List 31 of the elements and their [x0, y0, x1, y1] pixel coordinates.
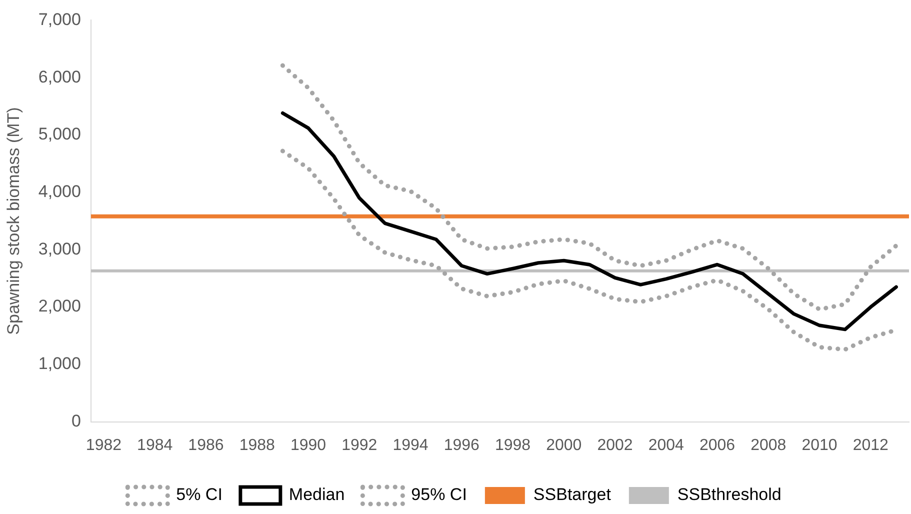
x-tick-label: 1982	[86, 436, 122, 454]
x-tick-label: 1988	[239, 436, 276, 454]
legend-label: SSBthreshold	[677, 485, 782, 504]
y-axis-title: Spawning stock biomass (MT)	[4, 107, 23, 335]
y-tick-label: 2,000	[38, 296, 81, 316]
x-tick-label: 1994	[392, 436, 428, 454]
x-tick-label: 1986	[188, 436, 224, 454]
x-tick-label: 2004	[648, 436, 684, 454]
x-tick-label: 1984	[137, 436, 173, 454]
y-tick-label: 4,000	[38, 182, 81, 201]
y-tick-label: 7,000	[38, 10, 81, 29]
x-tick-label: 2008	[750, 436, 786, 454]
legend-label: SSBtarget	[533, 485, 612, 504]
y-tick-label: 6,000	[38, 67, 81, 86]
x-tick-label: 1990	[290, 436, 326, 454]
x-tick-label: 1996	[444, 436, 480, 454]
x-tick-label: 2010	[802, 436, 838, 454]
y-tick-label: 0	[71, 411, 81, 430]
line-series	[280, 63, 898, 312]
legend-label: 95% CI	[411, 485, 467, 504]
x-tick-label: 2012	[852, 436, 889, 454]
y-tick-label: 3,000	[38, 239, 81, 258]
legend-label: 5% CI	[176, 485, 222, 504]
x-tick-label: 1998	[494, 436, 531, 454]
y-tick-label: 1,000	[38, 354, 81, 374]
x-tick-label: 2002	[597, 436, 633, 454]
y-tick-label: 5,000	[38, 124, 81, 144]
legend-label: Median	[288, 485, 345, 504]
x-tick-label: 2000	[546, 436, 582, 454]
x-tick-label: 1992	[342, 436, 378, 454]
x-tick-label: 2006	[699, 436, 736, 454]
